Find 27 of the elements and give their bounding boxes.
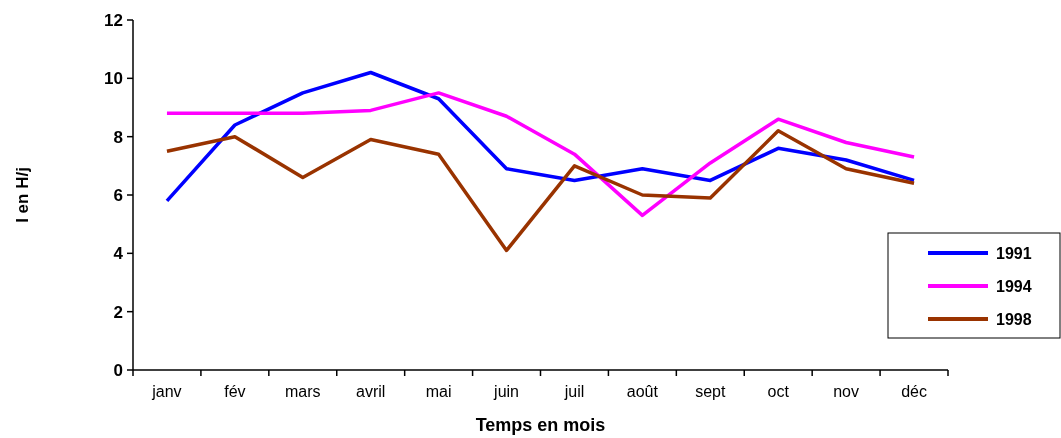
- x-tick-label: janv: [151, 383, 182, 400]
- legend-label: 1994: [996, 277, 1032, 295]
- x-tick-label: sept: [695, 383, 726, 400]
- x-tick-label: nov: [833, 383, 860, 400]
- legend-label: 1991: [996, 244, 1032, 262]
- y-tick-label: 2: [113, 302, 123, 322]
- x-tick-label: mai: [425, 383, 452, 400]
- x-tick-label: déc: [901, 383, 927, 400]
- x-tick-label: avril: [356, 383, 386, 400]
- y-tick-label: 8: [113, 127, 123, 147]
- y-tick-label: 4: [113, 244, 124, 264]
- y-tick-label: 12: [104, 10, 123, 30]
- x-tick-label: juin: [493, 383, 519, 400]
- line-series: [165, 70, 916, 203]
- x-tick-label: mars: [285, 383, 321, 400]
- y-tick-label: 6: [113, 185, 123, 205]
- line-series: [165, 129, 916, 253]
- y-axis-title: I en H/j: [13, 167, 32, 223]
- x-tick-label: oct: [767, 383, 790, 400]
- x-axis-title: Temps en mois: [475, 415, 606, 435]
- x-tick-label: fév: [224, 383, 246, 400]
- x-tick-label: août: [626, 383, 659, 400]
- legend-label: 1998: [996, 310, 1032, 328]
- line-series: [165, 91, 916, 218]
- y-tick-label: 10: [104, 69, 123, 89]
- y-tick-label: 0: [113, 360, 123, 380]
- x-tick-label: juil: [563, 383, 585, 400]
